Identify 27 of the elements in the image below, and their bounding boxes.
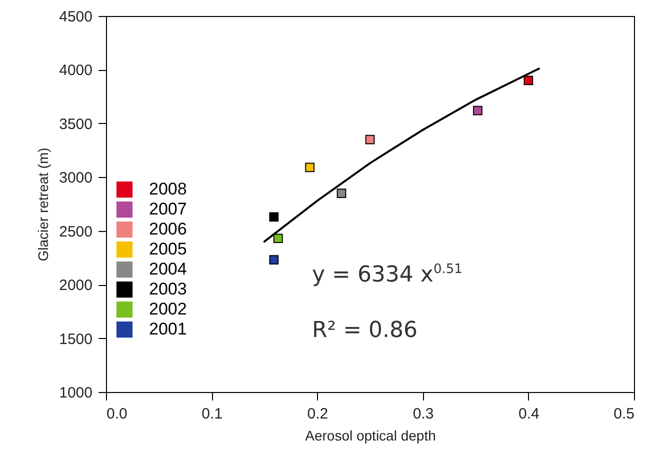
x-tick-label: 0.1	[202, 406, 223, 422]
y-tick-label: 3000	[59, 170, 92, 187]
y-tick-label: 2000	[59, 277, 92, 294]
legend-label: 2002	[149, 300, 187, 318]
legend-label: 2001	[149, 320, 187, 338]
y-tick-label: 1000	[59, 384, 92, 402]
line-series	[263, 68, 540, 243]
annotation: y = 6334 x$^{0.51}$	[312, 262, 462, 288]
legend-label: 2003	[149, 280, 187, 298]
x-tick-label: 0.5	[614, 406, 634, 422]
x-axis-title: Aerosol optical depth	[305, 428, 436, 444]
legend-label: 2008	[149, 180, 187, 198]
x-tick-label: 0.2	[307, 406, 328, 422]
y-tick-label: 3500	[59, 116, 92, 133]
legend-label: 2006	[149, 220, 187, 238]
x-tick-label: 0.0	[106, 406, 128, 422]
annotation: R² = 0.86	[312, 318, 418, 343]
legend-label: 2004	[149, 260, 187, 278]
y-axis-title: Glacier retreat (m)	[35, 148, 52, 262]
legend-label: 2007	[149, 200, 187, 218]
y-tick-label: 2500	[59, 223, 92, 240]
x-tick-label: 0.3	[412, 406, 434, 422]
y-tick-label: 4500	[59, 8, 92, 26]
legend-label: 2005	[149, 240, 187, 258]
x-tick-label: 0.4	[518, 406, 540, 422]
y-tick-label: 4000	[59, 62, 92, 80]
y-tick-label: 1500	[59, 330, 92, 348]
